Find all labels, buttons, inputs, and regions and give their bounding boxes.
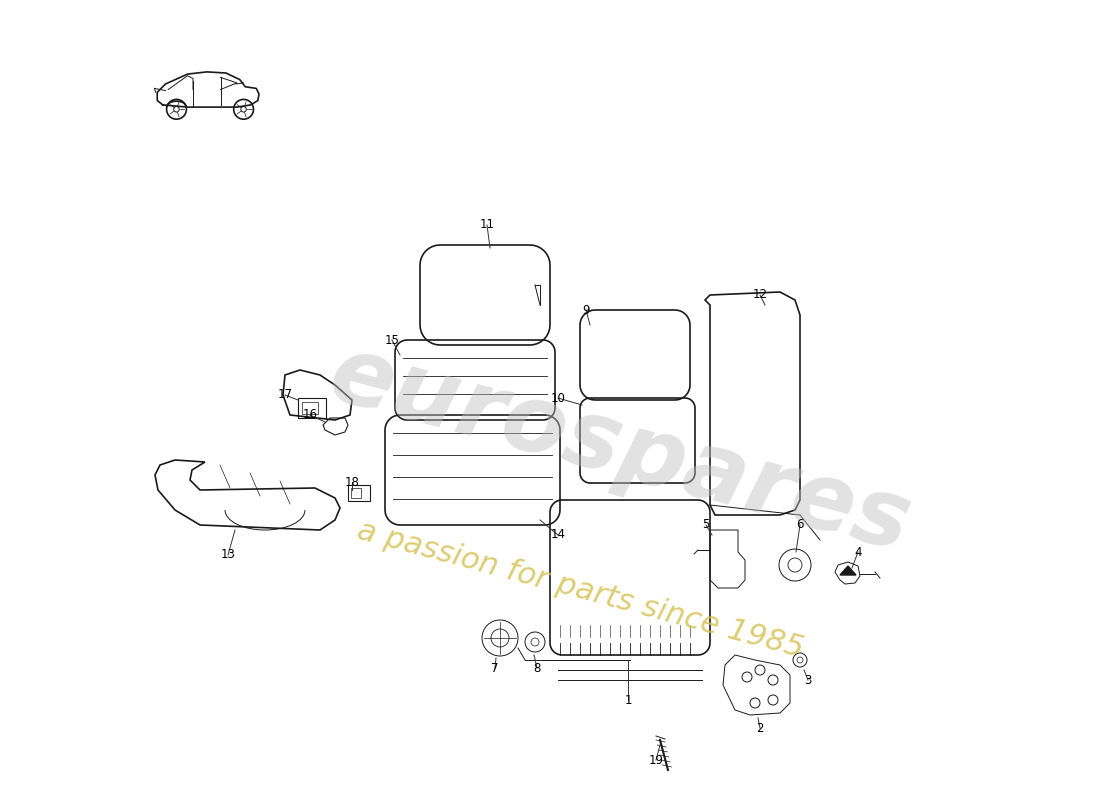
Text: 7: 7 bbox=[492, 662, 498, 674]
Text: 19: 19 bbox=[649, 754, 663, 766]
Bar bbox=[351, 488, 361, 498]
Text: 10: 10 bbox=[551, 391, 565, 405]
Text: 17: 17 bbox=[277, 389, 293, 402]
Polygon shape bbox=[840, 566, 856, 575]
Text: 9: 9 bbox=[582, 303, 590, 317]
Bar bbox=[348, 485, 370, 501]
Text: 6: 6 bbox=[796, 518, 804, 531]
Text: 8: 8 bbox=[534, 662, 541, 674]
Text: 12: 12 bbox=[752, 289, 768, 302]
Text: 1: 1 bbox=[625, 694, 631, 706]
Bar bbox=[302, 402, 318, 414]
Text: 3: 3 bbox=[804, 674, 812, 686]
Text: 4: 4 bbox=[855, 546, 861, 558]
Text: 16: 16 bbox=[302, 409, 318, 422]
Text: 11: 11 bbox=[480, 218, 495, 231]
Text: 13: 13 bbox=[221, 549, 235, 562]
Text: a passion for parts since 1985: a passion for parts since 1985 bbox=[353, 516, 806, 664]
Text: 2: 2 bbox=[757, 722, 763, 734]
Text: 14: 14 bbox=[550, 529, 565, 542]
Text: eurospares: eurospares bbox=[319, 328, 921, 572]
Bar bbox=[298, 398, 326, 418]
Text: 18: 18 bbox=[344, 475, 360, 489]
Text: 5: 5 bbox=[702, 518, 710, 531]
Text: 15: 15 bbox=[385, 334, 399, 346]
